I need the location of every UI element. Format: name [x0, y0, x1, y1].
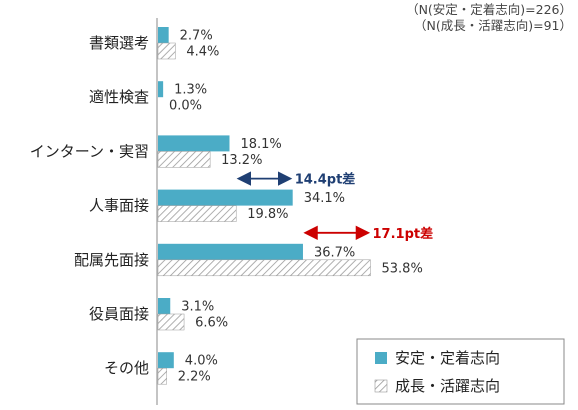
legend-swatch-growth — [374, 379, 388, 393]
bar-growth — [157, 151, 211, 168]
category-label: 書類選考 — [89, 34, 149, 52]
value-label-stable: 34.1% — [304, 191, 345, 206]
bar-stable — [158, 189, 293, 206]
legend-label-growth: 成長・活躍志向 — [395, 377, 500, 395]
bar-growth — [157, 42, 176, 60]
bar-stable — [158, 243, 303, 260]
category-label: 配属先面接 — [74, 251, 149, 269]
value-label-growth: 4.4% — [186, 45, 219, 60]
bar-stable — [158, 135, 230, 152]
value-label-growth: 53.8% — [382, 261, 423, 276]
bar-stable — [158, 81, 164, 98]
bar-growth — [157, 367, 167, 385]
value-label-growth: 6.6% — [195, 316, 228, 331]
category-label: 役員面接 — [89, 305, 149, 323]
bar-stable — [158, 352, 174, 369]
value-label-stable: 2.7% — [180, 29, 213, 44]
difference-label: 17.1pt差 — [373, 226, 434, 242]
value-label-stable: 18.1% — [240, 137, 281, 152]
sample-size-note-2: （N(成長・活躍志向)=91） — [414, 18, 572, 33]
bar-growth — [157, 259, 371, 277]
category-label: 人事面接 — [89, 197, 149, 215]
value-label-stable: 3.1% — [181, 300, 214, 315]
value-label-growth: 2.2% — [178, 370, 211, 385]
bar-stable — [158, 298, 171, 314]
value-label-growth: 13.2% — [221, 153, 262, 168]
value-label-growth: 0.0% — [169, 99, 202, 114]
bar-stable — [158, 27, 169, 43]
category-label: 適性検査 — [89, 88, 149, 106]
legend-label-stable: 安定・定着志向 — [395, 349, 500, 367]
value-label-stable: 1.3% — [174, 83, 207, 98]
value-label-stable: 4.0% — [185, 354, 218, 369]
difference-label: 14.4pt差 — [295, 172, 356, 188]
legend-swatch-stable — [375, 352, 387, 364]
category-label: インターン・実習 — [30, 142, 149, 160]
value-label-stable: 36.7% — [314, 245, 355, 260]
legend-box — [356, 338, 565, 405]
sample-size-note-1: （N(安定・定着志向)=226） — [406, 2, 572, 17]
bar-growth — [157, 313, 185, 331]
category-label: その他 — [104, 359, 149, 377]
legend: 安定・定着志向 成長・活躍志向 — [356, 338, 565, 405]
bar-growth — [157, 205, 237, 222]
value-label-growth: 19.8% — [247, 207, 288, 222]
